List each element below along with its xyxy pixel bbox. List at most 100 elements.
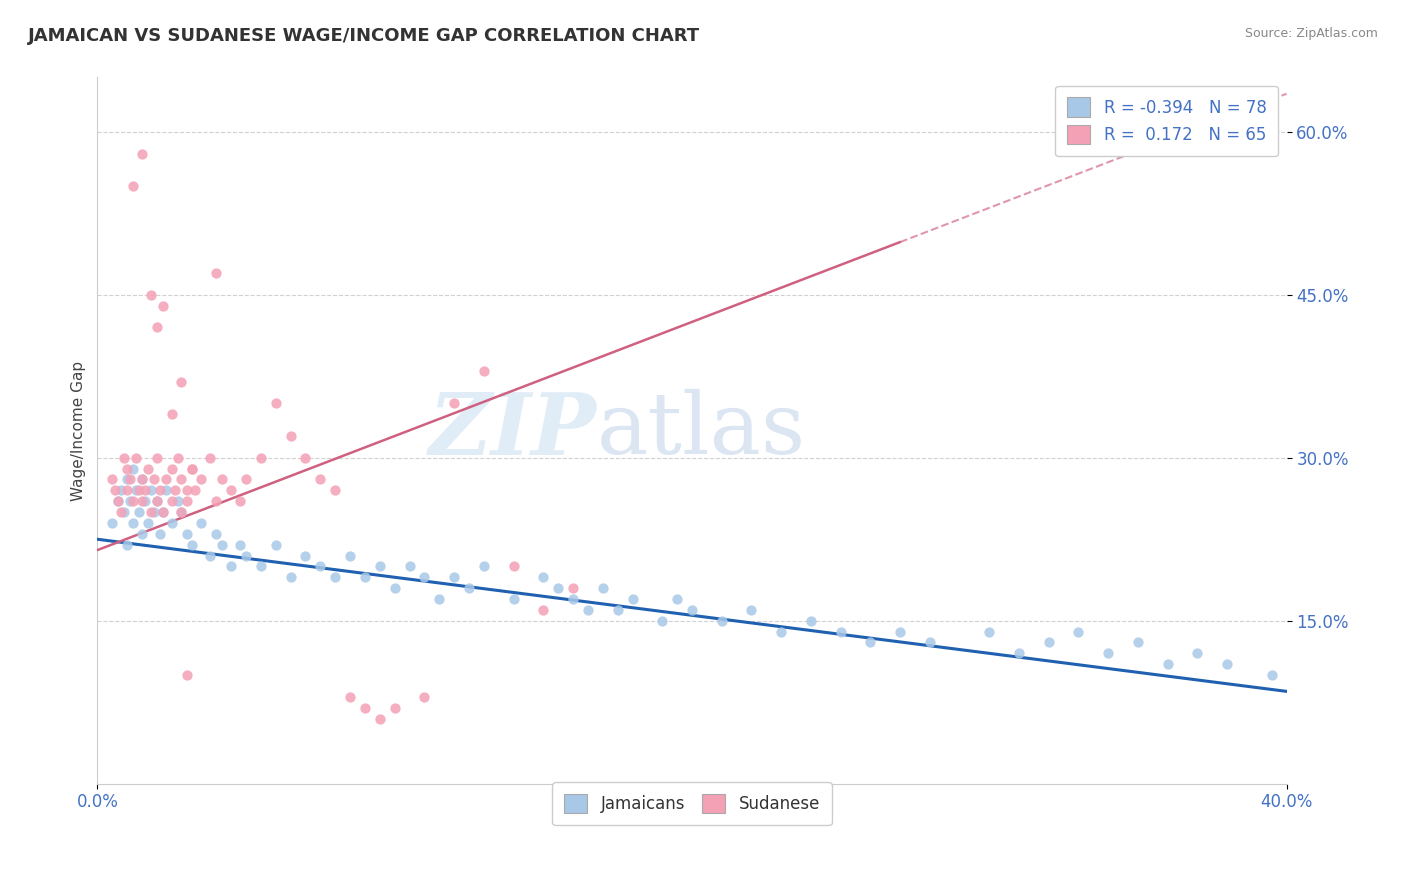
Point	[309, 473, 332, 487]
Point	[120, 494, 142, 508]
Point	[205, 526, 228, 541]
Point	[122, 461, 145, 475]
Point	[128, 483, 150, 498]
Point	[229, 538, 252, 552]
Point	[142, 473, 165, 487]
Point	[1261, 668, 1284, 682]
Point	[681, 603, 703, 617]
Point	[427, 592, 450, 607]
Point	[384, 581, 406, 595]
Point	[229, 494, 252, 508]
Point	[800, 614, 823, 628]
Point	[110, 483, 132, 498]
Point	[889, 624, 911, 639]
Point	[1038, 635, 1060, 649]
Point	[1187, 646, 1209, 660]
Point	[131, 494, 153, 508]
Point	[368, 559, 391, 574]
Point	[122, 516, 145, 530]
Point	[323, 570, 346, 584]
Point	[1216, 657, 1239, 672]
Point	[1097, 646, 1119, 660]
Point	[1008, 646, 1031, 660]
Point	[472, 364, 495, 378]
Point	[149, 526, 172, 541]
Point	[740, 603, 762, 617]
Point	[309, 559, 332, 574]
Point	[115, 473, 138, 487]
Point	[280, 570, 302, 584]
Point	[219, 559, 242, 574]
Point	[152, 299, 174, 313]
Point	[200, 450, 222, 465]
Point	[443, 570, 465, 584]
Point	[112, 505, 135, 519]
Point	[176, 483, 198, 498]
Point	[354, 700, 377, 714]
Point	[250, 559, 273, 574]
Point	[152, 505, 174, 519]
Point	[112, 450, 135, 465]
Point	[115, 483, 138, 498]
Text: Source: ZipAtlas.com: Source: ZipAtlas.com	[1244, 27, 1378, 40]
Point	[115, 461, 138, 475]
Point	[398, 559, 420, 574]
Point	[134, 483, 156, 498]
Point	[149, 483, 172, 498]
Point	[181, 461, 204, 475]
Point	[146, 494, 169, 508]
Point	[830, 624, 852, 639]
Point	[107, 494, 129, 508]
Point	[413, 690, 436, 704]
Point	[131, 526, 153, 541]
Point	[176, 668, 198, 682]
Point	[160, 494, 183, 508]
Point	[413, 570, 436, 584]
Point	[176, 526, 198, 541]
Point	[1156, 657, 1178, 672]
Point	[205, 266, 228, 280]
Point	[339, 549, 361, 563]
Point	[125, 450, 148, 465]
Point	[184, 483, 207, 498]
Point	[120, 473, 142, 487]
Point	[122, 179, 145, 194]
Point	[134, 494, 156, 508]
Point	[200, 549, 222, 563]
Point	[211, 538, 233, 552]
Point	[142, 505, 165, 519]
Point	[155, 483, 177, 498]
Point	[562, 592, 585, 607]
Point	[576, 603, 599, 617]
Point	[770, 624, 793, 639]
Point	[139, 505, 162, 519]
Point	[562, 581, 585, 595]
Point	[166, 494, 188, 508]
Point	[181, 538, 204, 552]
Point	[264, 396, 287, 410]
Point	[107, 494, 129, 508]
Point	[152, 505, 174, 519]
Point	[181, 461, 204, 475]
Point	[169, 473, 191, 487]
Point	[219, 483, 242, 498]
Point	[918, 635, 941, 649]
Point	[502, 592, 524, 607]
Point	[531, 570, 554, 584]
Point	[859, 635, 882, 649]
Point	[136, 516, 159, 530]
Point	[169, 505, 191, 519]
Text: JAMAICAN VS SUDANESE WAGE/INCOME GAP CORRELATION CHART: JAMAICAN VS SUDANESE WAGE/INCOME GAP COR…	[28, 27, 700, 45]
Point	[131, 473, 153, 487]
Point	[547, 581, 569, 595]
Point	[384, 700, 406, 714]
Point	[294, 549, 316, 563]
Point	[115, 538, 138, 552]
Point	[146, 494, 169, 508]
Point	[169, 505, 191, 519]
Point	[458, 581, 481, 595]
Point	[166, 450, 188, 465]
Point	[621, 592, 644, 607]
Point	[131, 146, 153, 161]
Point	[131, 473, 153, 487]
